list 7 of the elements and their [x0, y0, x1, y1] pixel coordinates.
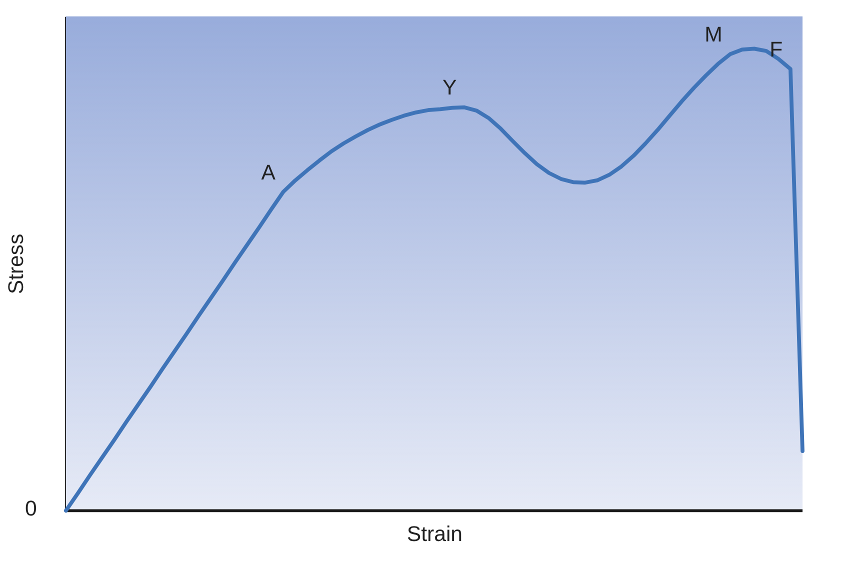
- annotation: F: [770, 37, 783, 62]
- text: M: [704, 22, 722, 47]
- annotation: Y: [442, 76, 457, 100]
- text: 0: [24, 496, 37, 520]
- x-axis-title: Strain: [406, 522, 463, 546]
- annotation: A: [261, 160, 276, 184]
- y-axis-title: Stress: [4, 234, 28, 294]
